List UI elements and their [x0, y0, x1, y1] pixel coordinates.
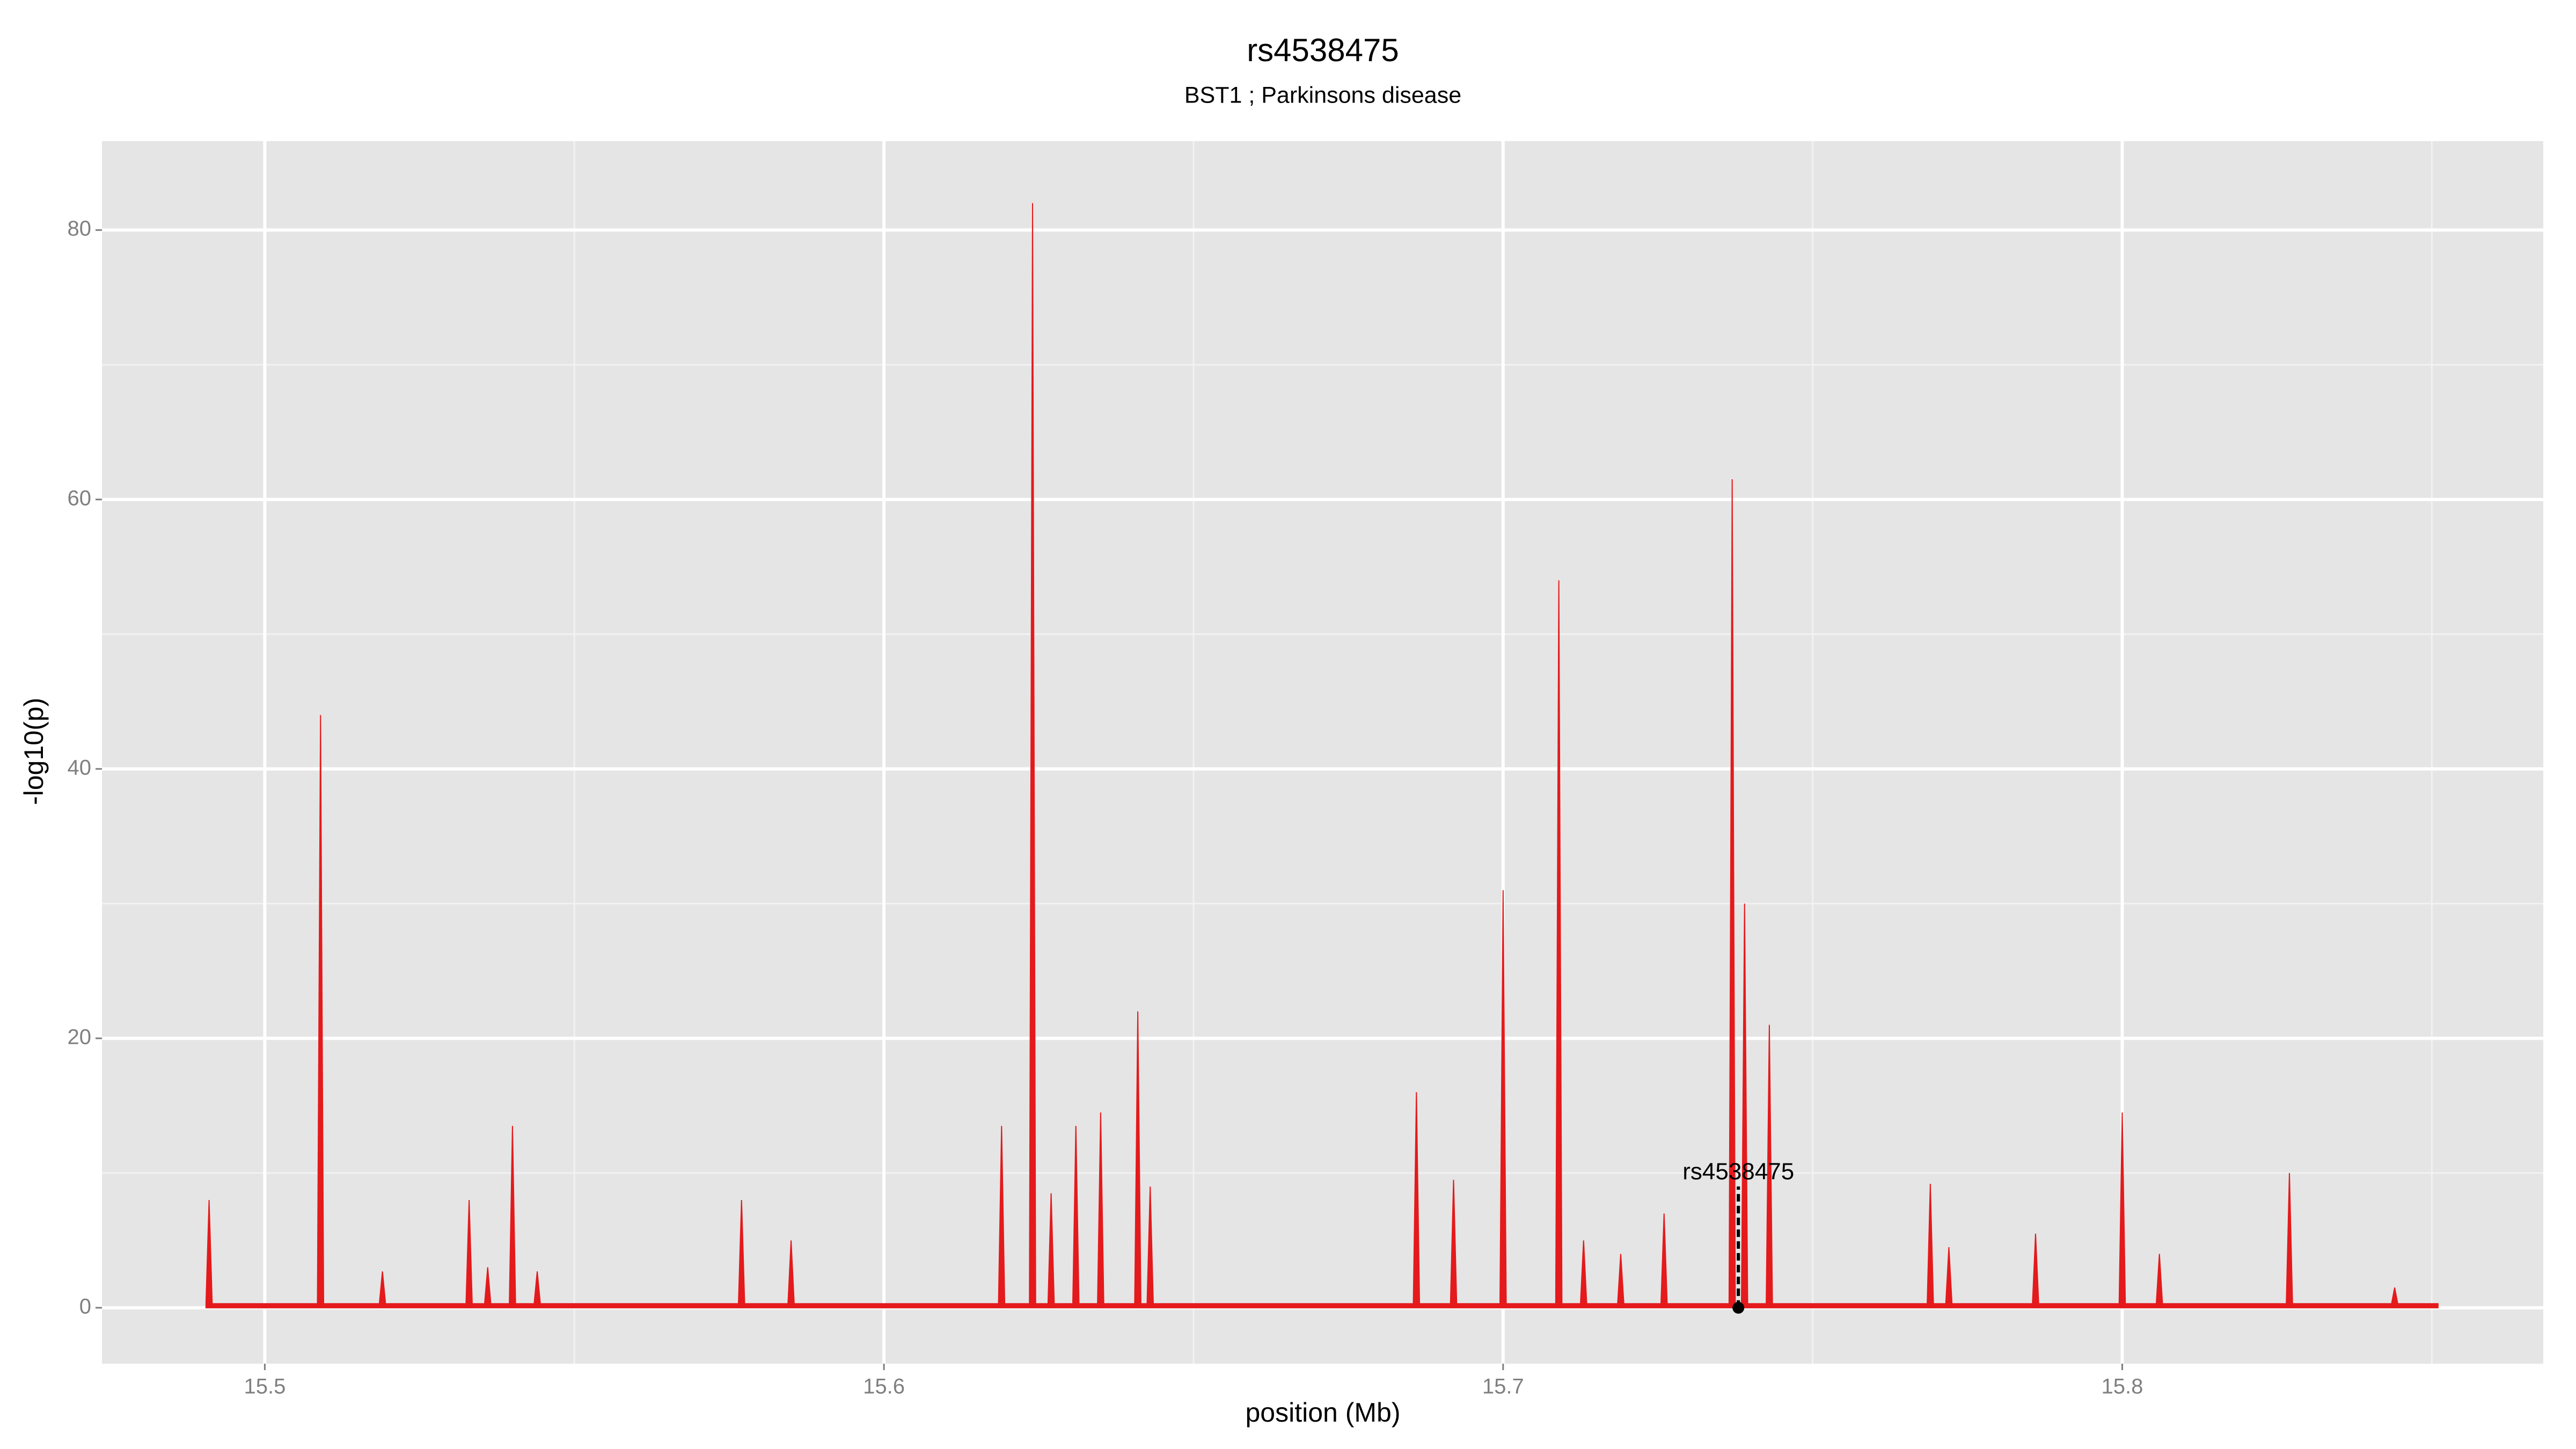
annotation-label: rs4538475 [1682, 1158, 1794, 1184]
x-tick-label: 15.7 [1482, 1375, 1524, 1399]
chart-title: rs4538475 [1247, 32, 1399, 68]
x-tick-label: 15.6 [863, 1375, 905, 1399]
chart-subtitle: BST1 ; Parkinsons disease [1184, 82, 1461, 108]
plot-background [102, 141, 2543, 1364]
area [205, 203, 2439, 1308]
y-axis-label: -log10(p) [19, 698, 49, 805]
x-tick-label: 15.8 [2102, 1375, 2143, 1399]
y-tick-label: 20 [68, 1025, 92, 1049]
y-tick-label: 0 [79, 1294, 91, 1318]
y-tick-label: 40 [68, 756, 92, 779]
x-tick-label: 15.5 [244, 1375, 286, 1399]
x-axis-label: position (Mb) [1246, 1397, 1401, 1428]
y-tick-label: 80 [68, 217, 92, 240]
annotation-point [1732, 1301, 1745, 1314]
y-tick-label: 60 [68, 486, 92, 510]
